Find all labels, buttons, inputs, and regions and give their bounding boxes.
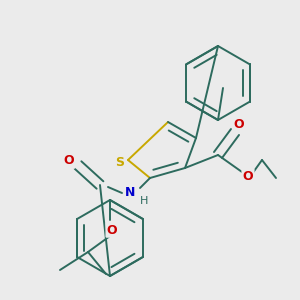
Text: N: N xyxy=(125,187,135,200)
Text: H: H xyxy=(140,196,148,206)
Text: O: O xyxy=(234,118,244,130)
Text: O: O xyxy=(243,169,253,182)
Text: O: O xyxy=(107,224,117,236)
Text: S: S xyxy=(116,155,124,169)
Text: O: O xyxy=(64,154,74,167)
